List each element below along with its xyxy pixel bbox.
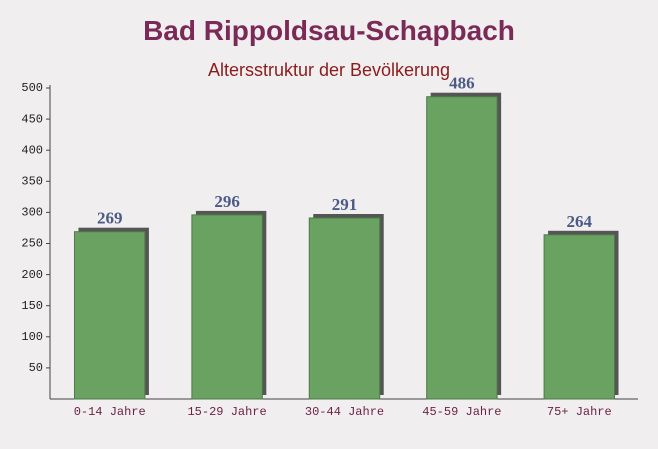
value-label: 269 [97, 209, 123, 228]
y-tick-label: 150 [21, 299, 43, 313]
chart-subtitle: Altersstruktur der Bevölkerung [208, 60, 450, 80]
value-label: 291 [332, 195, 358, 214]
value-label: 296 [214, 192, 240, 211]
x-tick-label: 45-59 Jahre [422, 405, 501, 419]
value-label: 264 [567, 212, 593, 231]
value-label: 486 [449, 74, 475, 93]
y-tick-label: 350 [21, 174, 43, 188]
y-tick-label: 100 [21, 330, 43, 344]
bar [308, 217, 381, 400]
chart-title: Bad Rippoldsau-Schapbach [143, 15, 515, 46]
x-tick-label: 0-14 Jahre [74, 405, 146, 419]
y-tick-label: 300 [21, 206, 43, 220]
bar [73, 231, 146, 400]
bar [543, 234, 616, 400]
y-tick-label: 200 [21, 268, 43, 282]
bar [426, 96, 498, 400]
x-tick-label: 15-29 Jahre [187, 405, 266, 419]
y-tick-label: 400 [21, 143, 43, 157]
x-tick-label: 75+ Jahre [547, 405, 612, 419]
y-tick-label: 50 [29, 361, 43, 375]
y-tick-label: 450 [21, 112, 43, 126]
y-tick-label: 250 [21, 237, 43, 251]
x-tick-label: 30-44 Jahre [305, 405, 384, 419]
bar [191, 214, 263, 400]
y-tick-label: 500 [21, 81, 43, 95]
